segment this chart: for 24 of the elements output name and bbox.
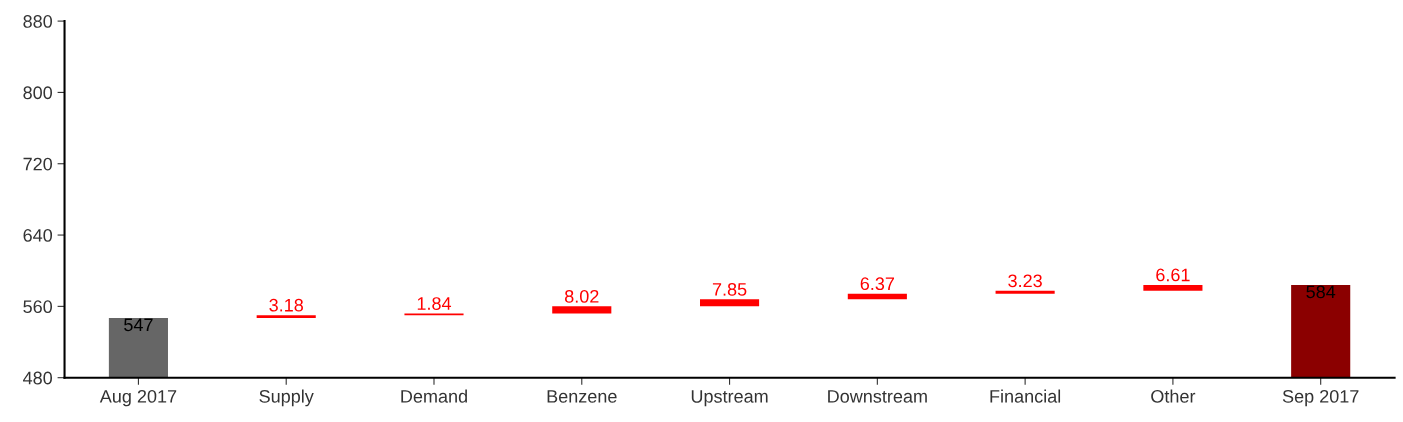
data-label: 584 — [1306, 285, 1336, 299]
data-label: 3.23 — [1008, 274, 1042, 288]
data-label: 547 — [124, 318, 153, 332]
data-label: 7.85 — [712, 282, 747, 296]
y-tick-label: 560 — [23, 300, 53, 314]
x-tick-label: Demand — [401, 389, 467, 403]
x-tick-label: Supply — [259, 389, 314, 407]
data-label: 8.02 — [564, 289, 599, 303]
x-tick-label: Aug 2017 — [99, 389, 177, 407]
x-tick-label: Other — [1151, 389, 1196, 403]
y-tick-label: 640 — [23, 228, 53, 242]
data-label: 1.84 — [417, 297, 452, 310]
data-label: 6.37 — [860, 277, 895, 291]
y-tick-label: 480 — [23, 371, 53, 385]
data-label: 6.61 — [1156, 268, 1190, 282]
x-tick-label: Upstream — [691, 390, 768, 407]
y-tick-label: 880 — [23, 15, 53, 28]
y-tick-label: 720 — [23, 157, 53, 171]
x-tick-label: Benzene — [547, 390, 617, 403]
x-tick-label: Sep 2017 — [1282, 389, 1359, 407]
data-label: 3.18 — [269, 298, 303, 312]
x-tick-label: Downstream — [828, 390, 927, 403]
x-tick-label: Financial — [990, 389, 1061, 403]
y-tick-label: 800 — [23, 86, 53, 100]
